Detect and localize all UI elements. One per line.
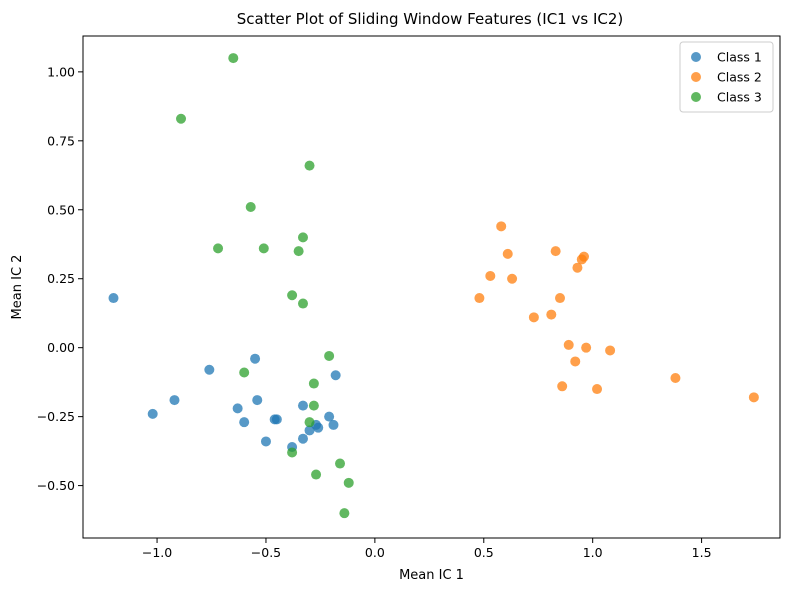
data-point [232,403,243,414]
y-tick-label: 0.00 [47,340,75,355]
y-tick-label: 1.00 [47,64,75,79]
x-axis-label: Mean IC 1 [399,568,464,583]
data-point [474,293,485,304]
data-point [324,411,335,422]
data-point [557,381,568,392]
data-point [502,248,513,259]
data-point [592,384,603,395]
series-class-3 [176,53,354,519]
data-point [228,53,239,64]
x-tick-label: 0.0 [365,545,385,560]
data-point [293,246,304,257]
data-point [330,370,341,381]
data-point [250,353,261,364]
y-axis-label: Mean IC 2 [10,255,25,320]
data-point [258,243,269,254]
legend: Class 1 Class 2 Class 3 [679,41,774,113]
data-point [204,364,215,375]
data-point [245,202,256,213]
plot-area [82,35,781,539]
series-class-1 [108,293,341,452]
data-point [570,356,581,367]
y-tick-label: 0.75 [47,133,75,148]
data-point [670,373,681,384]
data-point [176,113,187,124]
data-point [304,160,315,171]
data-point [339,508,350,519]
data-point [308,378,319,389]
data-point [304,425,315,436]
legend-label: Class 1 [717,50,762,65]
data-point [271,414,282,425]
data-point [260,436,271,447]
data-point [485,270,496,281]
data-point [287,290,298,301]
data-point [748,392,759,403]
data-point [563,339,574,350]
data-point [335,458,346,469]
legend-marker [691,52,701,62]
legend-label: Class 3 [717,90,762,105]
chart-title: Scatter Plot of Sliding Window Features … [237,10,623,28]
data-point [239,367,250,378]
data-point [546,309,557,320]
data-point [578,251,589,262]
data-point [169,395,180,406]
data-point [239,417,250,428]
data-point [605,345,616,356]
data-point [324,350,335,361]
data-point [308,400,319,411]
x-axis: −1.0 −0.5 0.0 0.5 1.0 1.5 [142,538,712,560]
legend-label: Class 2 [717,70,762,85]
data-point [297,232,308,243]
series-class-2 [474,221,759,403]
x-tick-label: 1.5 [692,545,712,560]
data-point [147,408,158,419]
x-tick-label: −0.5 [251,545,281,560]
data-point [328,419,339,430]
data-point [213,243,224,254]
data-point [108,293,119,304]
data-point [297,433,308,444]
data-point [313,422,324,433]
data-point [581,342,592,353]
y-tick-label: −0.50 [37,478,75,493]
data-point [507,273,518,284]
legend-box [679,41,774,113]
legend-marker [691,92,701,102]
data-point [287,447,298,458]
data-point [252,395,263,406]
y-tick-label: −0.25 [37,409,75,424]
y-tick-label: 0.25 [47,271,75,286]
x-tick-label: −1.0 [142,545,172,560]
data-point [343,477,354,488]
data-point [311,469,322,480]
data-point [297,400,308,411]
data-point [555,293,566,304]
data-point [297,298,308,309]
data-point [528,312,539,323]
x-tick-label: 1.0 [583,545,603,560]
data-points [108,53,759,519]
y-tick-label: 0.50 [47,202,75,217]
data-point [496,221,507,232]
data-point [572,262,583,273]
x-tick-label: 0.5 [474,545,494,560]
legend-marker [691,72,701,82]
y-axis: −0.50 −0.25 0.00 0.25 0.50 0.75 1.00 [37,64,83,493]
data-point [550,246,561,257]
data-point [304,417,315,428]
